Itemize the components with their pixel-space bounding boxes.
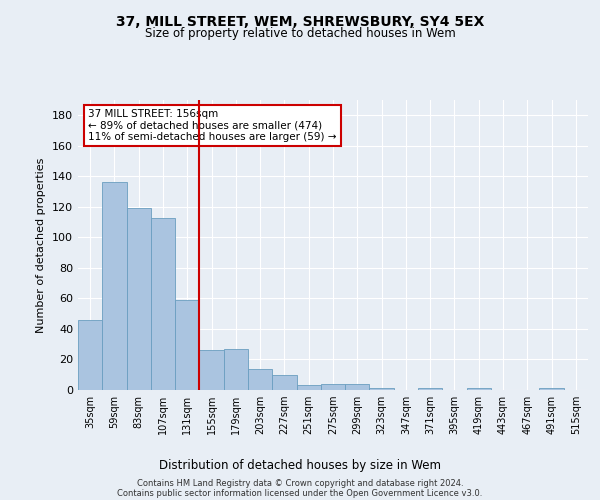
Bar <box>321 384 345 390</box>
Bar <box>370 388 394 390</box>
Bar <box>272 374 296 390</box>
Bar <box>345 384 370 390</box>
Text: Contains public sector information licensed under the Open Government Licence v3: Contains public sector information licen… <box>118 488 482 498</box>
Y-axis label: Number of detached properties: Number of detached properties <box>37 158 46 332</box>
Bar <box>224 349 248 390</box>
Bar <box>151 218 175 390</box>
Bar <box>127 208 151 390</box>
Bar <box>199 350 224 390</box>
Bar <box>467 388 491 390</box>
Bar <box>175 300 199 390</box>
Bar <box>78 320 102 390</box>
Text: Size of property relative to detached houses in Wem: Size of property relative to detached ho… <box>145 28 455 40</box>
Text: Contains HM Land Registry data © Crown copyright and database right 2024.: Contains HM Land Registry data © Crown c… <box>137 478 463 488</box>
Text: 37 MILL STREET: 156sqm
← 89% of detached houses are smaller (474)
11% of semi-de: 37 MILL STREET: 156sqm ← 89% of detached… <box>88 108 337 142</box>
Bar <box>539 388 564 390</box>
Bar <box>248 368 272 390</box>
Bar <box>296 386 321 390</box>
Text: Distribution of detached houses by size in Wem: Distribution of detached houses by size … <box>159 460 441 472</box>
Text: 37, MILL STREET, WEM, SHREWSBURY, SY4 5EX: 37, MILL STREET, WEM, SHREWSBURY, SY4 5E… <box>116 15 484 29</box>
Bar <box>102 182 127 390</box>
Bar <box>418 388 442 390</box>
